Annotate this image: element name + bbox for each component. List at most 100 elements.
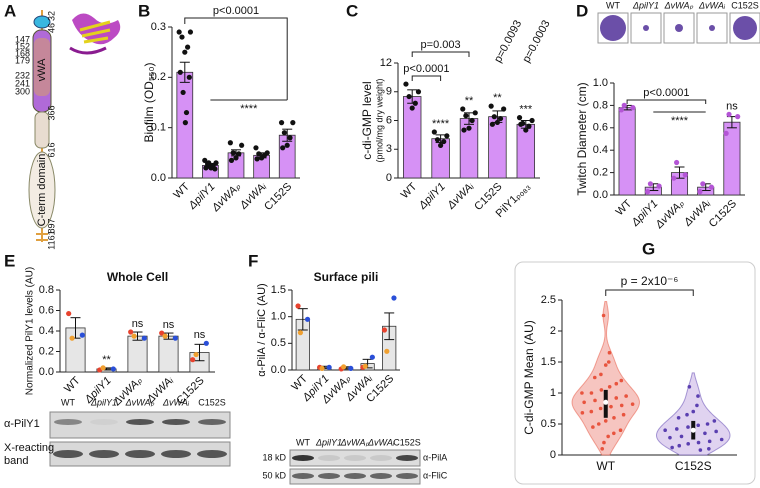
image-label: ΔvWAₚ xyxy=(664,0,694,10)
y-tick-label: 1.0 xyxy=(593,77,608,89)
residue-label: 616 xyxy=(46,142,56,157)
blot-band xyxy=(89,450,119,458)
data-point xyxy=(159,330,165,336)
data-point xyxy=(491,114,497,120)
data-point xyxy=(488,103,494,109)
chart-title: Whole Cell xyxy=(107,270,168,284)
bar xyxy=(618,107,636,196)
data-point xyxy=(182,120,188,126)
data-point xyxy=(180,89,186,96)
data-point xyxy=(677,443,682,448)
data-point xyxy=(685,412,689,417)
data-point xyxy=(580,411,585,415)
data-point xyxy=(239,142,245,148)
data-point xyxy=(619,378,624,383)
data-point xyxy=(319,365,325,371)
y-tick-label: 0.0 xyxy=(271,364,286,376)
data-point xyxy=(179,34,185,40)
error-bar xyxy=(464,112,474,125)
bar xyxy=(158,335,179,373)
lane-label: ΔpilY1 xyxy=(90,397,117,407)
annotation: ns xyxy=(726,100,738,112)
data-point xyxy=(227,140,233,146)
data-point xyxy=(589,391,594,395)
data-point xyxy=(187,29,194,35)
y-tick-label: 0.0 xyxy=(151,172,166,184)
data-point xyxy=(516,115,523,121)
x-tick-label: ΔvWAᵢ xyxy=(445,180,477,212)
data-point xyxy=(230,150,236,156)
data-point xyxy=(630,105,636,111)
data-point xyxy=(228,157,235,163)
blot-row-label: α-FliC xyxy=(423,470,448,480)
data-point xyxy=(703,431,707,436)
blot-band xyxy=(318,455,340,461)
data-point xyxy=(501,106,507,112)
error-bar xyxy=(179,61,190,83)
y-tick-label: 12 xyxy=(380,57,392,69)
data-point xyxy=(362,363,368,369)
data-point xyxy=(100,365,106,371)
protein-schematic xyxy=(28,10,56,242)
annotation: p = 2x10⁻⁶ xyxy=(621,274,679,288)
annotation: p<0.0001 xyxy=(403,63,449,75)
bracket xyxy=(411,75,442,81)
data-point xyxy=(69,335,75,341)
data-point xyxy=(203,165,209,171)
data-point xyxy=(176,29,182,35)
image-label: ΔvWAᵢ xyxy=(698,0,726,10)
blot-row-label: band xyxy=(4,455,28,467)
data-point xyxy=(441,138,447,145)
data-point xyxy=(712,419,717,423)
violin xyxy=(571,301,640,456)
y-axis-label: c-di-GMP level xyxy=(360,81,374,159)
bracket xyxy=(626,99,707,104)
data-point xyxy=(618,428,623,433)
panel-letter: D xyxy=(576,1,588,20)
y-tick-label: 0.6 xyxy=(593,122,608,134)
x-tick-label: WT xyxy=(614,197,635,218)
data-point xyxy=(696,394,700,398)
annotation: p=0.0093 xyxy=(492,18,524,64)
data-point xyxy=(348,365,354,371)
colony xyxy=(709,25,715,31)
data-point xyxy=(172,335,178,341)
y-axis-label: α-PilA / α-FliC (AU) xyxy=(256,283,268,376)
data-point xyxy=(607,350,612,355)
data-point xyxy=(431,129,437,135)
data-point xyxy=(644,189,651,195)
data-point xyxy=(599,388,604,392)
residue-label: 168 xyxy=(15,48,30,58)
annotation: ** xyxy=(493,92,502,104)
y-tick-label: 0.2 xyxy=(593,167,608,179)
data-point xyxy=(596,422,601,426)
data-point xyxy=(128,329,134,335)
data-point xyxy=(593,398,597,403)
data-point xyxy=(409,105,415,111)
data-point xyxy=(676,416,681,420)
data-point xyxy=(208,165,214,171)
data-point xyxy=(444,133,450,139)
data-point xyxy=(663,428,667,433)
y-axis-label: (pmol/mg dry weight) xyxy=(374,78,384,162)
blot-band xyxy=(370,455,392,461)
error-bar xyxy=(132,331,143,341)
data-point xyxy=(591,425,595,429)
x-tick-label: C152S xyxy=(262,181,294,213)
data-point xyxy=(606,434,610,439)
data-point xyxy=(185,44,191,50)
bracket xyxy=(184,17,288,100)
data-point xyxy=(202,157,208,163)
data-point xyxy=(674,427,679,431)
colony xyxy=(675,24,683,32)
annotation: p=0.003 xyxy=(421,39,461,51)
error-bar xyxy=(163,332,174,340)
data-point xyxy=(494,119,500,126)
data-point xyxy=(614,381,619,386)
data-point xyxy=(679,434,684,439)
data-point xyxy=(518,121,524,127)
y-tick-label: 2 xyxy=(550,325,556,337)
blot-band xyxy=(53,450,83,458)
error-bar xyxy=(297,308,308,331)
